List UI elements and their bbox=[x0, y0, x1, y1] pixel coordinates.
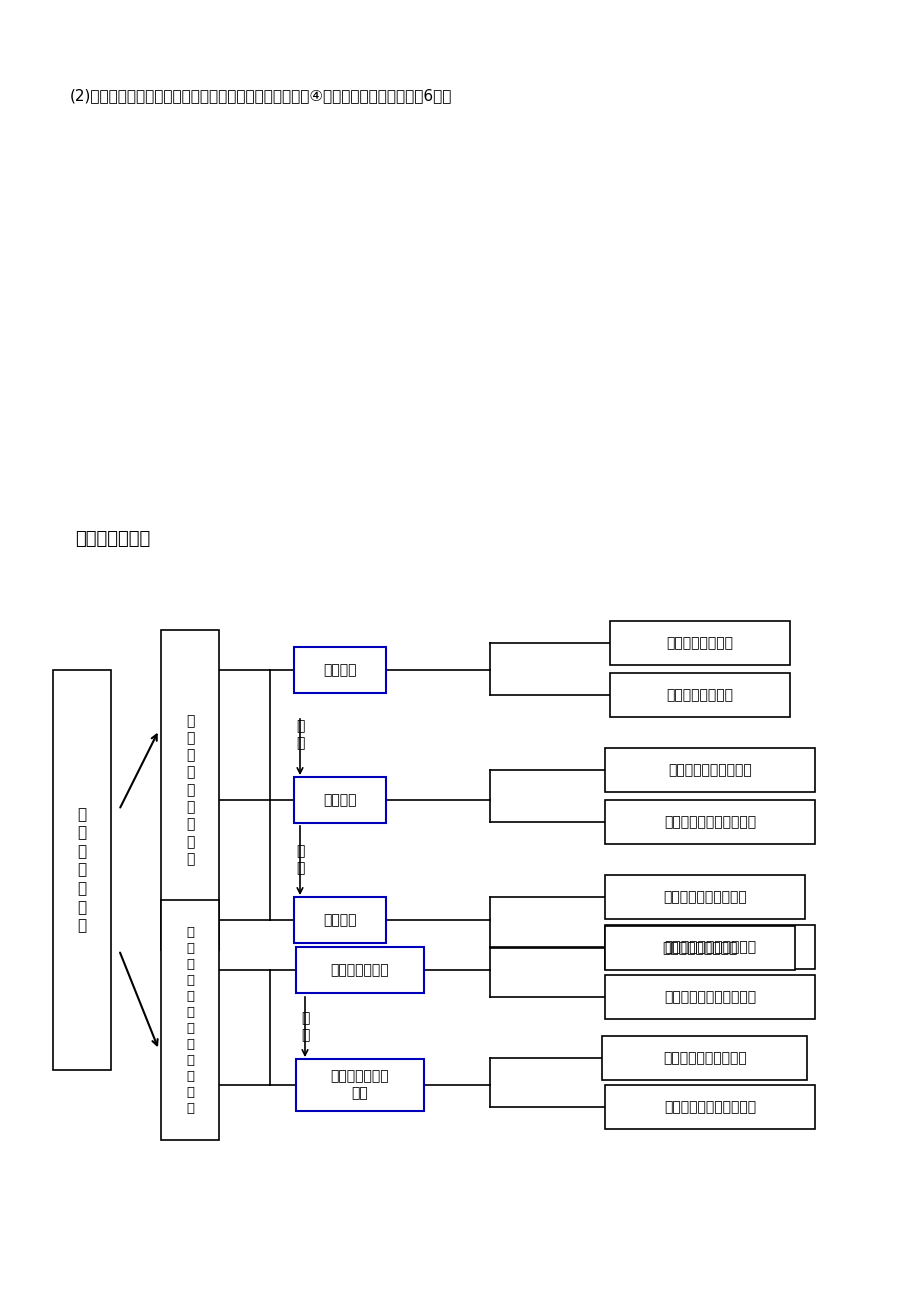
Text: 现代化的交通运输方式: 现代化的交通运输方式 bbox=[663, 1051, 746, 1065]
Text: 【知识网络图】: 【知识网络图】 bbox=[75, 530, 150, 548]
Bar bbox=[605, 1085, 814, 1129]
Bar bbox=[161, 900, 219, 1141]
Text: 发育程度高的工业地域: 发育程度高的工业地域 bbox=[663, 891, 746, 904]
Text: 工业分散的原因: 工业分散的原因 bbox=[330, 963, 389, 976]
Bar bbox=[53, 671, 111, 1070]
Text: 工业地域: 工业地域 bbox=[323, 913, 357, 927]
Text: 工
业
地
域
的
形
成: 工 业 地 域 的 形 成 bbox=[77, 807, 86, 934]
Bar bbox=[161, 630, 219, 950]
Bar bbox=[294, 777, 386, 823]
Text: 原料及产品运输量小: 原料及产品运输量小 bbox=[662, 941, 737, 954]
Bar bbox=[602, 1036, 807, 1079]
Text: 工
业
分
散
与
工
业
的
地
域
联
系: 工 业 分 散 与 工 业 的 地 域 联 系 bbox=[186, 926, 194, 1115]
Text: 生产工序上的联系: 生产工序上的联系 bbox=[665, 635, 732, 650]
Bar bbox=[605, 924, 814, 969]
Text: 专业化生产的工业集聚: 专业化生产的工业集聚 bbox=[667, 763, 751, 777]
Text: 工业联系: 工业联系 bbox=[323, 663, 357, 677]
Text: 现代化的通信技术和手段: 现代化的通信技术和手段 bbox=[664, 1100, 755, 1115]
Bar bbox=[605, 799, 814, 844]
Bar bbox=[294, 897, 386, 943]
Bar bbox=[605, 749, 814, 792]
Bar bbox=[605, 975, 814, 1019]
Bar bbox=[605, 875, 804, 919]
Text: 引
发: 引 发 bbox=[301, 1012, 309, 1043]
Text: 工
业
集
聚
与
工
业
地
域: 工 业 集 聚 与 工 业 地 域 bbox=[186, 713, 194, 866]
Bar bbox=[296, 947, 424, 993]
Text: 工业集聚: 工业集聚 bbox=[323, 793, 357, 807]
Text: 共用基础设施的工业集聚: 共用基础设施的工业集聚 bbox=[664, 815, 755, 829]
Text: 空间利用上的联系: 空间利用上的联系 bbox=[665, 687, 732, 702]
Text: 充分发挥各地的区位优势: 充分发挥各地的区位优势 bbox=[664, 990, 755, 1004]
Bar bbox=[609, 621, 789, 665]
Bar bbox=[609, 673, 789, 717]
Bar bbox=[294, 647, 386, 693]
Text: (2)富士康子公司在我国大陆已经形成了四大片区，试分析④片区形成的优势条件。（6分）: (2)富士康子公司在我国大陆已经形成了四大片区，试分析④片区形成的优势条件。（6… bbox=[70, 89, 452, 103]
Text: 结
果: 结 果 bbox=[296, 845, 304, 876]
Text: 导
致: 导 致 bbox=[296, 719, 304, 751]
Text: 工业的地域分散
条件: 工业的地域分散 条件 bbox=[330, 1069, 389, 1100]
Text: 发育程度较低的工业地域: 发育程度较低的工业地域 bbox=[664, 940, 755, 954]
Bar bbox=[605, 926, 794, 970]
Bar bbox=[296, 1059, 424, 1111]
